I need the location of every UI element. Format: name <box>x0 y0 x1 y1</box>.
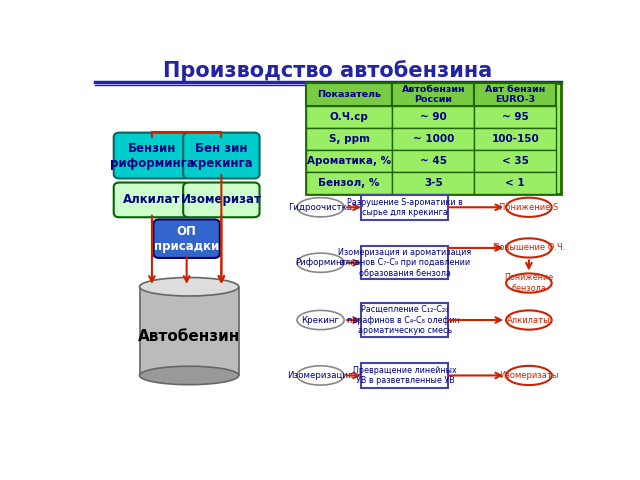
Bar <box>474 106 556 128</box>
FancyBboxPatch shape <box>362 246 448 279</box>
Bar <box>474 128 556 150</box>
Ellipse shape <box>297 366 344 385</box>
Text: Авт бензин
EURO-3: Авт бензин EURO-3 <box>485 85 545 104</box>
Ellipse shape <box>140 277 239 296</box>
Bar <box>474 150 556 172</box>
Bar <box>392 172 474 194</box>
Polygon shape <box>140 287 239 375</box>
Text: Бен зин
крекинга: Бен зин крекинга <box>190 142 253 169</box>
FancyBboxPatch shape <box>114 132 190 179</box>
Text: < 1: < 1 <box>506 178 525 188</box>
FancyBboxPatch shape <box>362 303 448 336</box>
Text: Повышение О.Ч.: Повышение О.Ч. <box>493 243 565 252</box>
FancyBboxPatch shape <box>183 182 260 217</box>
Text: Производство автобензина: Производство автобензина <box>163 60 493 81</box>
FancyBboxPatch shape <box>362 363 448 388</box>
Text: Расщепление C₁₂-C₂₀
парафинов в C₄-C₈ олефин-
ароматическую смесь: Расщепление C₁₂-C₂₀ парафинов в C₄-C₈ ол… <box>347 305 463 335</box>
Text: Изомеризат: Изомеризат <box>181 193 262 206</box>
Text: Гидроочистка: Гидроочистка <box>289 203 353 212</box>
Ellipse shape <box>140 366 239 384</box>
Bar <box>392 84 474 106</box>
Text: Ароматика, %: Ароматика, % <box>307 156 391 166</box>
FancyBboxPatch shape <box>362 195 448 220</box>
Text: ~ 95: ~ 95 <box>502 112 529 122</box>
Text: Риформинг: Риформинг <box>295 258 346 267</box>
Text: Бензол, %: Бензол, % <box>318 178 380 188</box>
Text: Понижение S: Понижение S <box>499 203 559 212</box>
Bar <box>392 128 474 150</box>
Text: ~ 90: ~ 90 <box>420 112 447 122</box>
Text: Понижение
бензола: Понижение бензола <box>504 273 554 293</box>
Text: Автобензин
России: Автобензин России <box>402 85 465 104</box>
Bar <box>306 106 392 128</box>
Ellipse shape <box>506 239 552 258</box>
Ellipse shape <box>297 311 344 330</box>
Ellipse shape <box>506 311 552 330</box>
Text: О.Ч.ср: О.Ч.ср <box>330 112 369 122</box>
Ellipse shape <box>506 366 552 385</box>
Text: Показатель: Показатель <box>317 90 381 99</box>
Text: Превращение линейных
УВ в разветвленные УВ: Превращение линейных УВ в разветвленные … <box>353 366 457 385</box>
Text: < 35: < 35 <box>502 156 529 166</box>
Bar <box>306 172 392 194</box>
Text: 100-150: 100-150 <box>492 134 539 144</box>
Bar <box>474 84 556 106</box>
Text: S, ppm: S, ppm <box>328 134 369 144</box>
FancyBboxPatch shape <box>114 182 190 217</box>
Text: Изомеризация и ароматизация
алканов C₇-C₉ при подавлении
образования бензола: Изомеризация и ароматизация алканов C₇-C… <box>339 248 472 277</box>
Text: Разрушение S-ароматики в
сырье для крекинга: Разрушение S-ароматики в сырье для креки… <box>347 198 463 217</box>
Text: ~ 45: ~ 45 <box>420 156 447 166</box>
Text: Изомеризация: Изомеризация <box>287 371 354 380</box>
Text: Автобензин: Автобензин <box>138 329 240 344</box>
Text: Бензин
риформинга: Бензин риформинга <box>109 142 195 169</box>
Text: ОП
присадки: ОП присадки <box>154 225 220 252</box>
Ellipse shape <box>297 253 344 272</box>
Ellipse shape <box>506 198 552 217</box>
Text: Изомеризаты: Изомеризаты <box>499 371 559 380</box>
Ellipse shape <box>297 198 344 217</box>
Text: Крекинг: Крекинг <box>301 315 340 324</box>
Text: ~ 1000: ~ 1000 <box>413 134 454 144</box>
Bar <box>306 150 392 172</box>
Ellipse shape <box>506 274 552 293</box>
Bar <box>306 84 561 194</box>
Bar <box>306 84 392 106</box>
Bar <box>392 106 474 128</box>
FancyBboxPatch shape <box>154 219 220 258</box>
Bar <box>474 172 556 194</box>
FancyBboxPatch shape <box>183 132 260 179</box>
Text: Алкилаты: Алкилаты <box>507 315 551 324</box>
Text: 3-5: 3-5 <box>424 178 443 188</box>
Bar <box>392 150 474 172</box>
Bar <box>306 128 392 150</box>
Text: Алкилат: Алкилат <box>123 193 180 206</box>
